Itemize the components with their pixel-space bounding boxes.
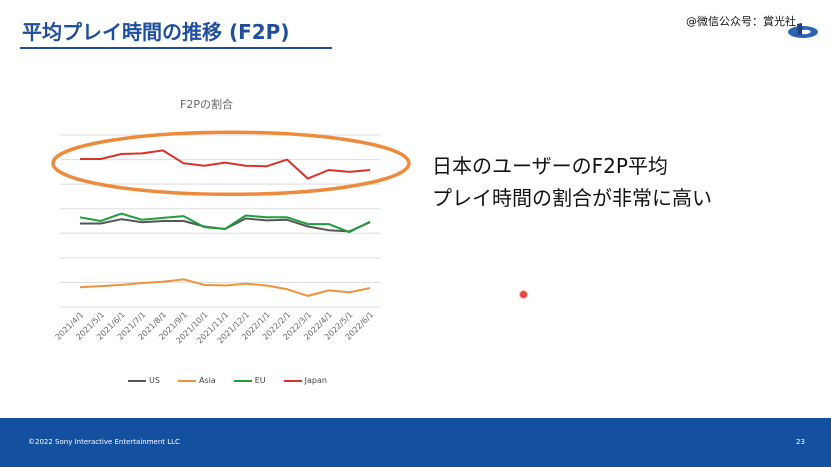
watermark-text: @微信公众号：賞光社 <box>686 15 796 28</box>
legend-swatch <box>177 379 196 382</box>
key-message-line-1: 日本のユーザーのF2P平均 <box>432 154 668 178</box>
highlight-ellipse <box>51 130 411 197</box>
series-line-eu <box>79 212 371 234</box>
legend-label: US <box>149 376 160 385</box>
legend-label: EU <box>254 376 266 385</box>
chart-legend: US Asia EU Japan <box>128 376 327 385</box>
legend-swatch <box>283 379 302 382</box>
series-line-asia <box>79 278 371 297</box>
legend-label: Japan <box>304 376 327 385</box>
legend-swatch <box>128 379 146 382</box>
key-message-line-2: プレイ時間の割合が非常に高い <box>432 186 712 210</box>
legend-swatch <box>233 379 252 382</box>
copyright-text: ©2022 Sony Interactive Entertainment LLC <box>28 438 180 446</box>
legend-label: Asia <box>198 376 216 385</box>
page-number: 23 <box>796 438 805 446</box>
key-message: 日本のユーザーのF2P平均 プレイ時間の割合が非常に高い <box>432 150 712 214</box>
chart-title: F2Pの割合 <box>180 98 233 111</box>
laser-pointer-dot <box>519 290 528 299</box>
footer-bar <box>0 418 831 467</box>
legend-item-japan: Japan <box>283 376 327 385</box>
slide-title: 平均プレイ時間の推移 (F2P) <box>22 20 290 44</box>
legend-item-eu: EU <box>233 376 266 385</box>
legend-item-asia: Asia <box>177 376 216 385</box>
series-line-japan <box>80 149 371 180</box>
title-underline <box>20 47 332 49</box>
legend-item-us: US <box>128 376 160 385</box>
playstation-logo-icon <box>788 23 818 38</box>
